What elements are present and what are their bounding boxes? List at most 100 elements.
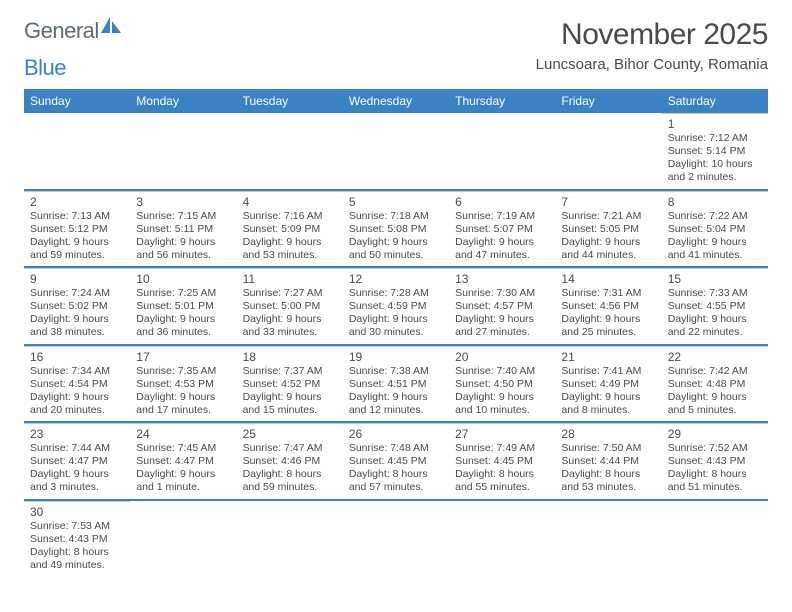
day-number: 23: [30, 427, 124, 441]
sail-icon: [101, 17, 121, 33]
week-row: 1Sunrise: 7:12 AMSunset: 5:14 PMDaylight…: [24, 113, 768, 191]
day-cell-empty: [130, 501, 236, 577]
day-info: Sunrise: 7:18 AMSunset: 5:08 PMDaylight:…: [349, 210, 443, 263]
day-info: Sunrise: 7:50 AMSunset: 4:44 PMDaylight:…: [561, 442, 655, 495]
day-number: 2: [30, 195, 124, 209]
day-info: Sunrise: 7:15 AMSunset: 5:11 PMDaylight:…: [136, 210, 230, 263]
day-number: 9: [30, 272, 124, 286]
day-number: 5: [349, 195, 443, 209]
day-info: Sunrise: 7:30 AMSunset: 4:57 PMDaylight:…: [455, 287, 549, 340]
day-info: Sunrise: 7:22 AMSunset: 5:04 PMDaylight:…: [668, 210, 762, 263]
day-cell: 18Sunrise: 7:37 AMSunset: 4:52 PMDayligh…: [237, 346, 343, 422]
day-cell: 28Sunrise: 7:50 AMSunset: 4:44 PMDayligh…: [555, 423, 661, 499]
logo-text-general: General: [24, 18, 99, 44]
day-cell: 12Sunrise: 7:28 AMSunset: 4:59 PMDayligh…: [343, 268, 449, 344]
day-number: 10: [136, 272, 230, 286]
day-info: Sunrise: 7:40 AMSunset: 4:50 PMDaylight:…: [455, 365, 549, 418]
day-cell-empty: [343, 113, 449, 189]
week-row: 16Sunrise: 7:34 AMSunset: 4:54 PMDayligh…: [24, 346, 768, 424]
day-info: Sunrise: 7:27 AMSunset: 5:00 PMDaylight:…: [243, 287, 337, 340]
week-row: 2Sunrise: 7:13 AMSunset: 5:12 PMDaylight…: [24, 191, 768, 269]
day-info: Sunrise: 7:49 AMSunset: 4:45 PMDaylight:…: [455, 442, 549, 495]
day-info: Sunrise: 7:12 AMSunset: 5:14 PMDaylight:…: [668, 132, 762, 185]
day-cell: 16Sunrise: 7:34 AMSunset: 4:54 PMDayligh…: [24, 346, 130, 422]
day-info: Sunrise: 7:41 AMSunset: 4:49 PMDaylight:…: [561, 365, 655, 418]
day-number: 4: [243, 195, 337, 209]
day-cell-empty: [449, 113, 555, 189]
day-number: 15: [668, 272, 762, 286]
day-info: Sunrise: 7:47 AMSunset: 4:46 PMDaylight:…: [243, 442, 337, 495]
day-number: 16: [30, 350, 124, 364]
day-cell-empty: [555, 501, 661, 577]
day-number: 18: [243, 350, 337, 364]
day-number: 17: [136, 350, 230, 364]
day-number: 19: [349, 350, 443, 364]
day-cell-empty: [449, 501, 555, 577]
day-number: 11: [243, 272, 337, 286]
day-cell-empty: [24, 113, 130, 189]
weekday-label: Thursday: [449, 89, 555, 113]
day-info: Sunrise: 7:48 AMSunset: 4:45 PMDaylight:…: [349, 442, 443, 495]
day-number: 7: [561, 195, 655, 209]
weekday-label: Monday: [130, 89, 236, 113]
day-number: 20: [455, 350, 549, 364]
day-info: Sunrise: 7:31 AMSunset: 4:56 PMDaylight:…: [561, 287, 655, 340]
calendar-page: General November 2025 Luncsoara, Bihor C…: [0, 0, 792, 594]
day-cell: 4Sunrise: 7:16 AMSunset: 5:09 PMDaylight…: [237, 191, 343, 267]
day-number: 28: [561, 427, 655, 441]
day-info: Sunrise: 7:25 AMSunset: 5:01 PMDaylight:…: [136, 287, 230, 340]
day-info: Sunrise: 7:45 AMSunset: 4:47 PMDaylight:…: [136, 442, 230, 495]
day-number: 14: [561, 272, 655, 286]
day-cell-empty: [237, 113, 343, 189]
day-info: Sunrise: 7:52 AMSunset: 4:43 PMDaylight:…: [668, 442, 762, 495]
week-row: 23Sunrise: 7:44 AMSunset: 4:47 PMDayligh…: [24, 423, 768, 501]
day-cell-empty: [343, 501, 449, 577]
day-cell: 1Sunrise: 7:12 AMSunset: 5:14 PMDaylight…: [662, 113, 768, 189]
day-number: 30: [30, 505, 124, 519]
day-number: 21: [561, 350, 655, 364]
day-cell: 19Sunrise: 7:38 AMSunset: 4:51 PMDayligh…: [343, 346, 449, 422]
day-info: Sunrise: 7:34 AMSunset: 4:54 PMDaylight:…: [30, 365, 124, 418]
day-cell: 9Sunrise: 7:24 AMSunset: 5:02 PMDaylight…: [24, 268, 130, 344]
day-cell: 2Sunrise: 7:13 AMSunset: 5:12 PMDaylight…: [24, 191, 130, 267]
week-row: 9Sunrise: 7:24 AMSunset: 5:02 PMDaylight…: [24, 268, 768, 346]
day-cell: 23Sunrise: 7:44 AMSunset: 4:47 PMDayligh…: [24, 423, 130, 499]
day-info: Sunrise: 7:24 AMSunset: 5:02 PMDaylight:…: [30, 287, 124, 340]
week-row: 30Sunrise: 7:53 AMSunset: 4:43 PMDayligh…: [24, 501, 768, 577]
day-number: 3: [136, 195, 230, 209]
calendar-grid: SundayMondayTuesdayWednesdayThursdayFrid…: [24, 89, 768, 576]
day-number: 24: [136, 427, 230, 441]
day-cell-empty: [130, 113, 236, 189]
day-info: Sunrise: 7:19 AMSunset: 5:07 PMDaylight:…: [455, 210, 549, 263]
day-cell: 27Sunrise: 7:49 AMSunset: 4:45 PMDayligh…: [449, 423, 555, 499]
weekday-header-row: SundayMondayTuesdayWednesdayThursdayFrid…: [24, 89, 768, 113]
logo-text-blue: Blue: [24, 55, 768, 81]
day-number: 26: [349, 427, 443, 441]
day-info: Sunrise: 7:37 AMSunset: 4:52 PMDaylight:…: [243, 365, 337, 418]
logo: General: [24, 18, 121, 44]
day-info: Sunrise: 7:38 AMSunset: 4:51 PMDaylight:…: [349, 365, 443, 418]
day-cell: 13Sunrise: 7:30 AMSunset: 4:57 PMDayligh…: [449, 268, 555, 344]
day-cell: 14Sunrise: 7:31 AMSunset: 4:56 PMDayligh…: [555, 268, 661, 344]
day-number: 1: [668, 117, 762, 131]
day-cell: 8Sunrise: 7:22 AMSunset: 5:04 PMDaylight…: [662, 191, 768, 267]
day-info: Sunrise: 7:16 AMSunset: 5:09 PMDaylight:…: [243, 210, 337, 263]
day-cell: 20Sunrise: 7:40 AMSunset: 4:50 PMDayligh…: [449, 346, 555, 422]
day-info: Sunrise: 7:53 AMSunset: 4:43 PMDaylight:…: [30, 520, 124, 573]
day-cell: 10Sunrise: 7:25 AMSunset: 5:01 PMDayligh…: [130, 268, 236, 344]
day-cell: 29Sunrise: 7:52 AMSunset: 4:43 PMDayligh…: [662, 423, 768, 499]
day-number: 13: [455, 272, 549, 286]
day-cell: 5Sunrise: 7:18 AMSunset: 5:08 PMDaylight…: [343, 191, 449, 267]
day-cell: 22Sunrise: 7:42 AMSunset: 4:48 PMDayligh…: [662, 346, 768, 422]
day-info: Sunrise: 7:13 AMSunset: 5:12 PMDaylight:…: [30, 210, 124, 263]
weekday-label: Tuesday: [237, 89, 343, 113]
weekday-label: Sunday: [24, 89, 130, 113]
weekday-label: Wednesday: [343, 89, 449, 113]
day-cell: 17Sunrise: 7:35 AMSunset: 4:53 PMDayligh…: [130, 346, 236, 422]
weeks-container: 1Sunrise: 7:12 AMSunset: 5:14 PMDaylight…: [24, 113, 768, 576]
day-info: Sunrise: 7:42 AMSunset: 4:48 PMDaylight:…: [668, 365, 762, 418]
day-number: 6: [455, 195, 549, 209]
day-cell-empty: [237, 501, 343, 577]
day-number: 12: [349, 272, 443, 286]
day-info: Sunrise: 7:44 AMSunset: 4:47 PMDaylight:…: [30, 442, 124, 495]
